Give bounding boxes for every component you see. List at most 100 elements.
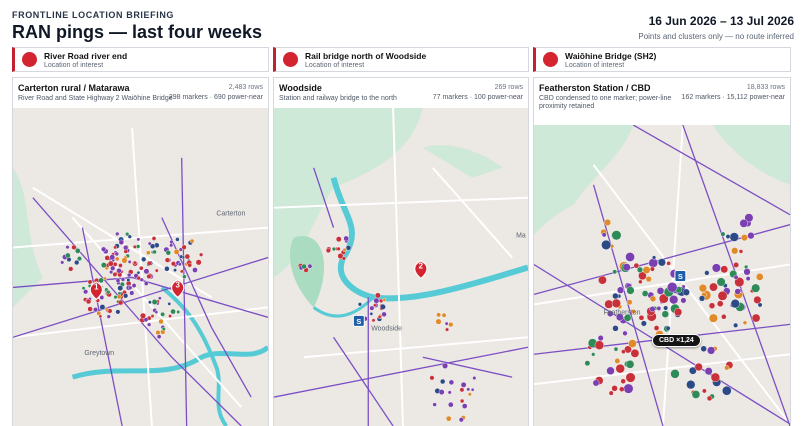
ping-marker [164, 257, 170, 263]
ping-marker [123, 293, 129, 299]
ping-marker [85, 298, 92, 305]
ping-marker [158, 318, 164, 325]
ping-marker [375, 292, 381, 299]
ping-marker [147, 322, 152, 327]
ping-marker [182, 274, 187, 279]
pin-marker-3[interactable]: 3 [171, 279, 185, 299]
ping-marker [377, 315, 382, 319]
ping-marker [606, 310, 614, 317]
ping-marker [141, 256, 147, 262]
power-line [81, 227, 123, 426]
ping-marker [187, 262, 192, 268]
map-view[interactable]: Woodside Ma 2 S [274, 108, 528, 426]
ping-marker [680, 297, 687, 304]
panel-subtitle: Station and railway bridge to the north [279, 95, 397, 102]
station-icon[interactable]: S [352, 314, 365, 327]
ping-marker [429, 375, 435, 381]
ping-marker [665, 325, 671, 331]
map-panel-featherston: Featherston Station / CBD CBD condensed … [533, 77, 791, 426]
ping-marker [373, 303, 377, 308]
ping-marker [606, 366, 615, 375]
ping-marker [432, 402, 437, 407]
pin-marker-2[interactable]: 2 [414, 260, 428, 280]
ping-marker [343, 235, 349, 242]
ping-marker [641, 290, 649, 297]
ping-marker [720, 265, 729, 274]
ping-marker [743, 268, 751, 276]
ping-marker [648, 258, 659, 268]
ping-marker [65, 252, 71, 259]
map-view[interactable]: Featherston S [534, 125, 790, 426]
ping-marker [438, 389, 445, 395]
ping-marker [611, 385, 618, 392]
panel-row-count: 269 rows [494, 84, 523, 91]
ping-marker [611, 230, 622, 241]
ping-marker [744, 213, 754, 223]
ping-marker [656, 305, 662, 311]
ping-marker [175, 237, 180, 242]
briefing-header: FRONTLINE LOCATION BRIEFING RAN pings — … [12, 10, 794, 46]
power-line [13, 256, 268, 338]
power-line [592, 184, 664, 426]
ping-marker [686, 380, 696, 390]
station-icon[interactable]: S [674, 270, 687, 282]
ping-marker [136, 237, 141, 242]
ping-marker [98, 277, 104, 284]
ping-marker [445, 327, 450, 332]
ping-marker [594, 340, 605, 350]
pin-label: 1 [94, 282, 99, 291]
ping-marker [681, 284, 686, 289]
ping-marker [128, 285, 133, 290]
place-label: Featherston [603, 309, 640, 316]
ping-marker [755, 273, 764, 281]
ping-marker [704, 367, 713, 376]
cbd-cluster-label[interactable]: CBD ×1,24 [652, 334, 701, 347]
map-canvas[interactable]: Carterton Greytown 1 3 [13, 108, 268, 426]
ping-marker [614, 358, 621, 364]
ping-marker [117, 299, 124, 306]
ping-marker [710, 372, 721, 383]
ping-marker [733, 322, 739, 328]
location-card-2[interactable]: Rail bridge north of Woodside Location o… [273, 47, 529, 72]
panel-title: Carterton rural / Matarawa [18, 83, 130, 93]
ping-marker [613, 346, 619, 352]
ping-marker [670, 369, 680, 379]
ping-marker [139, 277, 144, 282]
ping-marker [734, 288, 741, 295]
ping-marker [656, 287, 665, 295]
ping-marker [121, 257, 128, 264]
pin-label: 3 [176, 280, 181, 289]
briefing-kicker: FRONTLINE LOCATION BRIEFING [12, 10, 175, 20]
ping-marker [147, 241, 152, 246]
panel-header: Woodside Station and railway bridge to t… [274, 78, 528, 108]
ping-marker [612, 269, 618, 275]
ping-marker [620, 378, 626, 384]
pin-marker-1[interactable]: 1 [89, 281, 104, 301]
map-canvas[interactable]: Woodside Ma 2 S [274, 108, 528, 426]
ping-marker [369, 305, 375, 311]
ping-marker [698, 284, 707, 293]
ping-marker [75, 248, 81, 254]
location-card-3[interactable]: Waiōhine Bridge (SH2) Location of intere… [533, 47, 791, 72]
panel-header: Carterton rural / Matarawa River Road an… [13, 78, 268, 108]
panel-row-count: 18,833 rows [746, 84, 785, 91]
ping-marker [139, 265, 144, 271]
ping-marker [135, 244, 141, 249]
ping-marker [604, 218, 611, 226]
ping-marker [112, 261, 118, 267]
ping-marker [447, 390, 452, 395]
panel-title: Woodside [279, 83, 322, 93]
ping-marker [331, 246, 337, 252]
ping-marker [667, 282, 678, 293]
ping-marker [467, 392, 472, 397]
place-label: Ma [516, 233, 526, 240]
map-canvas[interactable]: Featherston S [534, 125, 790, 426]
map-view[interactable]: Carterton Greytown 1 3 [13, 108, 268, 426]
location-type: Location of interest [305, 62, 365, 69]
location-card-1[interactable]: River Road river end Location of interes… [12, 47, 269, 72]
date-range: 16 Jun 2026 – 13 Jul 2026 [648, 14, 794, 28]
ping-marker [622, 330, 628, 336]
ping-marker [106, 314, 111, 319]
ping-marker [307, 263, 313, 269]
ping-marker [325, 247, 331, 254]
